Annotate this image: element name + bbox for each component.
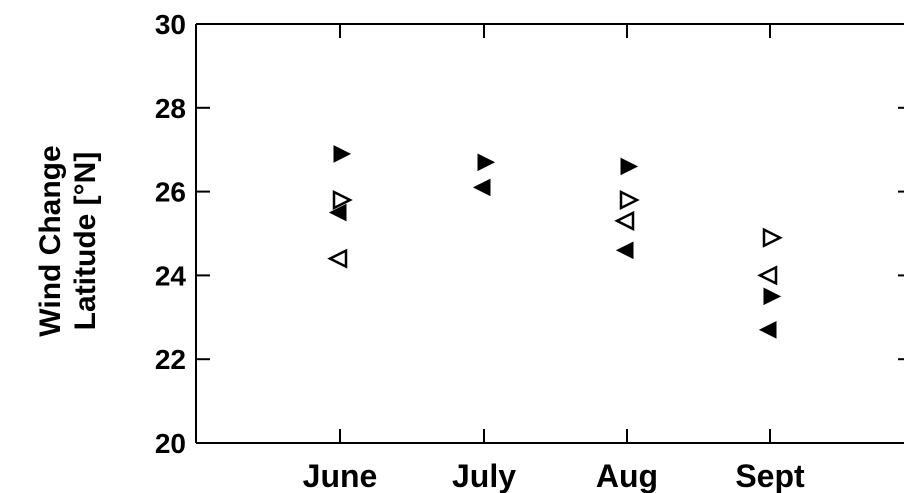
y-tick-label: 26 (155, 177, 186, 208)
x-category-label: Sept (735, 458, 805, 493)
y-axis-title-line-1: Wind Change (34, 145, 67, 336)
y-tick-label: 28 (155, 93, 186, 124)
open-triangle-left-marker (327, 248, 348, 269)
x-category-label: June (303, 458, 378, 493)
x-category-label: July (452, 458, 516, 493)
filled-triangle-left-marker (758, 321, 777, 339)
data-markers (327, 145, 783, 339)
x-category-labels: June July Aug Sept (303, 458, 805, 493)
axis-ticks (196, 23, 904, 444)
filled-triangle-right-marker (333, 145, 352, 163)
plot-frame (195, 23, 904, 444)
open-triangle-left-marker (614, 210, 635, 231)
filled-triangle-left-marker (615, 241, 634, 260)
open-triangle-left-marker (757, 265, 778, 286)
y-tick-labels: 20 22 24 26 28 30 (155, 9, 187, 459)
y-tick-label: 24 (155, 260, 187, 291)
y-tick-label: 30 (155, 9, 186, 40)
filled-triangle-left-marker (328, 203, 347, 222)
x-category-label: Aug (596, 458, 658, 493)
filled-triangle-right-marker (763, 287, 782, 306)
open-triangle-right-marker (762, 227, 783, 248)
open-triangle-right-marker (619, 189, 640, 211)
y-axis-title-line-2: Latitude [°N] (69, 152, 102, 331)
filled-triangle-right-marker (477, 153, 496, 172)
y-tick-label: 20 (155, 428, 186, 459)
open-triangle-right-marker (332, 189, 353, 211)
filled-triangle-right-marker (620, 157, 639, 176)
y-tick-label: 22 (155, 344, 186, 375)
filled-triangle-left-marker (472, 178, 491, 197)
